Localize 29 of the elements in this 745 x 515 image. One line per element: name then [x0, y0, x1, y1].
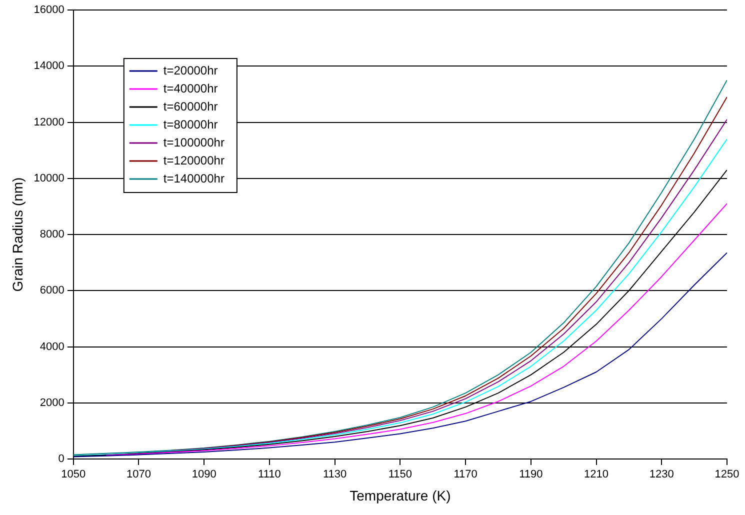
y-tick-label: 14000 — [34, 60, 64, 72]
legend-label: t=40000hr — [163, 81, 218, 96]
legend-label: t=100000hr — [163, 135, 224, 150]
legend-label: t=80000hr — [163, 117, 218, 132]
y-tick-label: 2000 — [40, 396, 64, 409]
legend-label: t=120000hr — [163, 153, 224, 168]
x-tick-label: 1090 — [192, 468, 216, 481]
legend-label: t=20000hr — [163, 63, 218, 78]
x-tick-label: 1250 — [714, 468, 740, 481]
x-axis-title: Temperature (K) — [350, 487, 451, 504]
y-tick-label: 6000 — [40, 284, 64, 297]
legend-label: t=60000hr — [163, 99, 218, 114]
y-tick-label: 12000 — [34, 116, 64, 128]
y-tick-label: 16000 — [34, 4, 64, 16]
y-tick-label: 4000 — [40, 340, 64, 353]
x-tick-label: 1070 — [126, 468, 151, 481]
x-tick-label: 1150 — [388, 468, 412, 481]
x-tick-label: 1110 — [258, 468, 281, 481]
x-tick-label: 1210 — [584, 468, 609, 481]
y-tick-label: 10000 — [34, 172, 64, 184]
x-tick-label: 1190 — [519, 468, 543, 481]
y-tick-label: 0 — [58, 453, 64, 466]
x-tick-label: 1130 — [323, 468, 347, 481]
x-tick-label: 1170 — [454, 468, 478, 481]
legend-label: t=140000hr — [163, 171, 224, 186]
x-tick-label: 1230 — [649, 468, 674, 481]
y-tick-label: 8000 — [40, 228, 64, 241]
y-axis-title: Grain Radius (nm) — [9, 177, 26, 292]
x-tick-label: 1050 — [61, 468, 86, 481]
